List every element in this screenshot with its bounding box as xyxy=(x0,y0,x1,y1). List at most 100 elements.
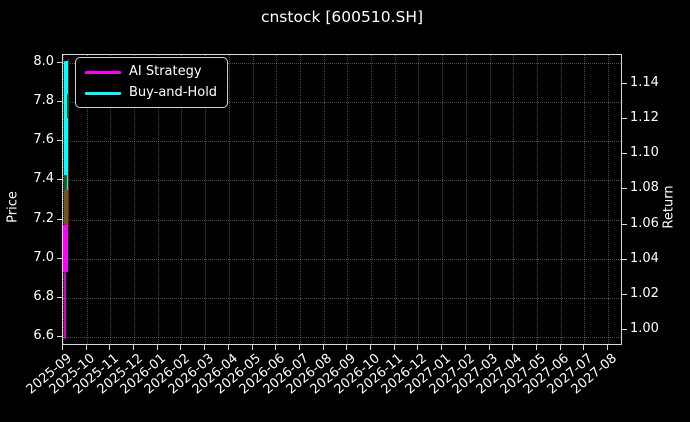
gridline-vertical xyxy=(394,55,396,344)
chart-title: cnstock [600510.SH] xyxy=(260,8,424,26)
left-tick-label: 6.8 xyxy=(33,288,54,304)
x-tick-mark xyxy=(370,345,372,350)
plot-area xyxy=(62,54,622,345)
left-tick-mark xyxy=(57,179,62,181)
left-tick-label: 7.6 xyxy=(33,132,54,148)
left-tick-label: 6.6 xyxy=(33,328,54,343)
gridline-vertical xyxy=(86,55,88,344)
gridline-vertical xyxy=(560,55,562,344)
left-tick-mark xyxy=(57,218,62,220)
gridline-vertical xyxy=(418,55,420,344)
x-tick-mark xyxy=(607,345,608,350)
left-tick-label: 7.8 xyxy=(33,93,54,109)
series-segment-dark-red-trace xyxy=(67,59,69,228)
series-segment-ai-strategy-line xyxy=(63,225,68,273)
x-tick-mark xyxy=(180,345,182,350)
left-tick-mark xyxy=(57,140,62,142)
x-tick-mark xyxy=(251,345,253,350)
x-tick-mark xyxy=(204,345,206,350)
gridline-vertical xyxy=(181,55,183,344)
x-tick-mark xyxy=(393,345,395,350)
right-tick-mark xyxy=(622,118,627,120)
gridline-vertical xyxy=(134,55,136,344)
legend-label: AI Strategy xyxy=(129,64,202,79)
x-tick-mark xyxy=(583,345,585,350)
legend-line-cyan-icon xyxy=(85,91,121,95)
x-tick-mark xyxy=(441,345,443,350)
series-segment-overlap-olive xyxy=(63,190,68,226)
series-segment-ai-strategy-tail xyxy=(64,272,66,339)
series-segment-overlap-green-lower xyxy=(63,174,67,191)
left-tick-label: 7.0 xyxy=(33,249,54,265)
left-tick-mark xyxy=(57,296,62,298)
gridline-vertical xyxy=(513,55,515,344)
gridline-vertical xyxy=(489,55,491,344)
legend-item-ai-strategy: AI Strategy xyxy=(85,64,217,80)
gridline-horizontal xyxy=(63,258,621,260)
x-tick-mark xyxy=(109,345,111,350)
gridline-vertical xyxy=(228,55,230,344)
gridline-vertical xyxy=(442,55,444,344)
legend-label: Buy-and-Hold xyxy=(129,85,218,100)
right-tick-mark xyxy=(622,329,627,330)
right-axis-title: Return xyxy=(661,185,677,229)
right-tick-label: 1.02 xyxy=(630,285,659,301)
right-tick-mark xyxy=(622,83,627,84)
x-tick-mark xyxy=(512,345,514,350)
gridline-vertical xyxy=(323,55,325,344)
left-tick-label: 7.2 xyxy=(33,210,54,226)
gridline-vertical xyxy=(157,55,159,344)
legend: AI Strategy Buy-and-Hold xyxy=(75,57,229,108)
gridline-vertical xyxy=(299,55,301,344)
right-tick-mark xyxy=(622,258,627,260)
legend-line-magenta-icon xyxy=(85,70,121,74)
right-tick-label: 1.14 xyxy=(630,75,659,90)
gridline-vertical xyxy=(584,55,586,344)
gridline-horizontal xyxy=(63,297,621,299)
x-tick-mark xyxy=(322,345,324,350)
x-tick-mark xyxy=(298,345,300,350)
left-tick-mark xyxy=(57,257,62,259)
left-tick-mark xyxy=(57,336,62,337)
right-tick-mark xyxy=(622,153,627,155)
gridline-vertical xyxy=(347,55,349,344)
x-tick-mark xyxy=(488,345,490,350)
right-tick-mark xyxy=(622,188,627,190)
x-tick-mark xyxy=(62,345,63,350)
x-tick-mark xyxy=(535,345,537,350)
right-tick-mark xyxy=(622,293,627,295)
x-tick-mark xyxy=(464,345,466,350)
x-tick-mark xyxy=(559,345,561,350)
gridline-vertical xyxy=(252,55,254,344)
right-tick-mark xyxy=(622,223,627,225)
gridline-horizontal xyxy=(63,180,621,182)
gridline-vertical xyxy=(465,55,467,344)
right-tick-label: 1.10 xyxy=(630,145,659,161)
left-tick-label: 7.4 xyxy=(33,171,54,187)
series-segment-overlap-green-upper xyxy=(66,94,69,118)
left-axis-title: Price xyxy=(5,191,21,223)
x-tick-mark xyxy=(156,345,158,350)
gridline-vertical xyxy=(371,55,373,344)
right-tick-label: 1.04 xyxy=(630,250,659,266)
gridline-horizontal xyxy=(63,219,621,221)
left-tick-label: 8.0 xyxy=(33,54,54,69)
gridline-horizontal xyxy=(63,102,621,104)
gridline-vertical xyxy=(536,55,538,344)
right-tick-label: 1.00 xyxy=(630,321,659,336)
right-tick-label: 1.06 xyxy=(630,215,659,231)
gridline-vertical xyxy=(608,55,609,344)
gridline-vertical xyxy=(276,55,278,344)
x-tick-mark xyxy=(227,345,229,350)
gridline-horizontal xyxy=(63,63,621,64)
gridline-vertical xyxy=(205,55,207,344)
x-tick-mark xyxy=(133,345,135,350)
x-tick-mark xyxy=(85,345,87,350)
right-tick-label: 1.08 xyxy=(630,180,659,196)
x-tick-mark xyxy=(346,345,348,350)
series-segment-buy-and-hold-line xyxy=(63,61,68,191)
left-tick-mark xyxy=(57,101,62,103)
x-tick-mark xyxy=(275,345,277,350)
right-tick-label: 1.12 xyxy=(630,110,659,126)
